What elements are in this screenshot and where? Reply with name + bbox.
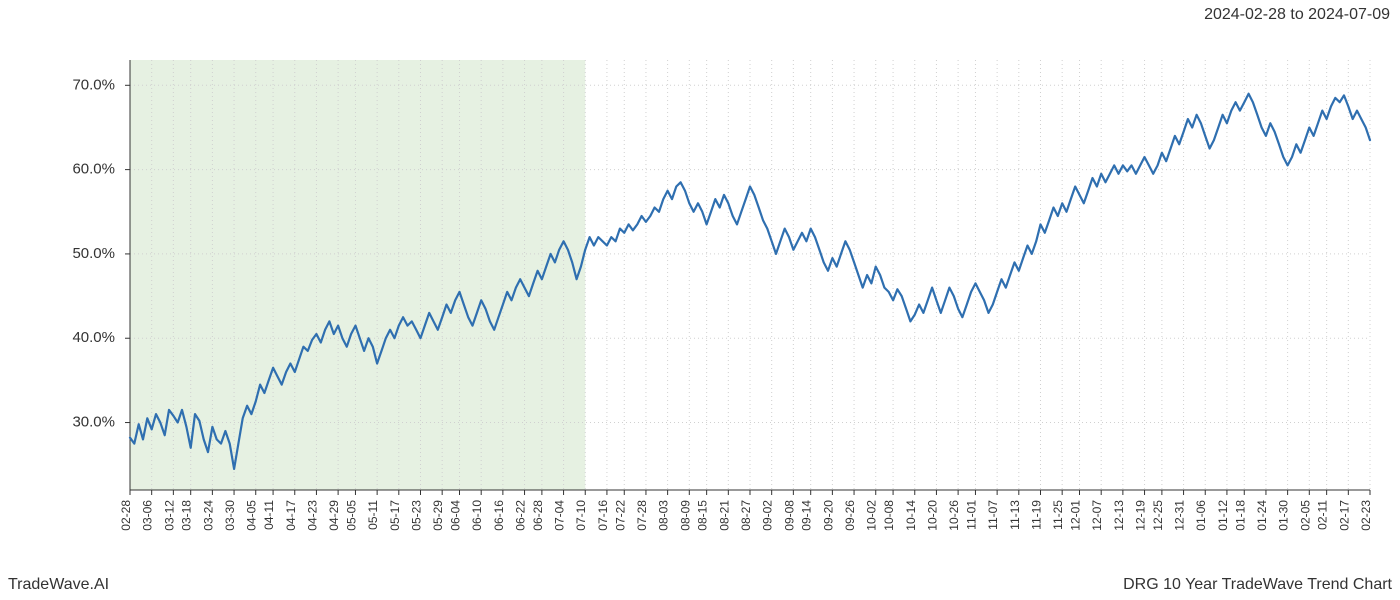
- x-tick-label: 03-30: [223, 500, 237, 531]
- x-tick-label: 06-16: [492, 500, 506, 531]
- branding-label: TradeWave.AI: [8, 576, 109, 594]
- x-tick-label: 03-18: [180, 500, 194, 531]
- x-tick-label: 12-13: [1112, 500, 1126, 531]
- x-tick-label: 05-05: [344, 500, 358, 531]
- x-tick-label: 01-24: [1255, 500, 1269, 531]
- y-tick-label: 50.0%: [72, 245, 115, 262]
- x-tick-label: 11-07: [986, 500, 1000, 530]
- x-tick-label: 01-06: [1194, 500, 1208, 531]
- x-tick-label: 01-18: [1233, 500, 1247, 531]
- x-tick-label: 03-24: [201, 500, 215, 531]
- x-tick-label: 03-06: [141, 500, 155, 531]
- x-tick-label: 06-10: [470, 500, 484, 531]
- date-range: 2024-02-28 to 2024-07-09: [1204, 6, 1390, 24]
- x-tick-label: 08-15: [696, 500, 710, 531]
- x-tick-label: 02-17: [1337, 500, 1351, 531]
- x-tick-label: 04-29: [327, 500, 341, 531]
- x-tick-label: 04-11: [262, 500, 276, 530]
- x-tick-label: 11-25: [1051, 500, 1065, 530]
- x-tick-label: 01-30: [1277, 500, 1291, 531]
- x-tick-label: 10-08: [882, 500, 896, 531]
- chart-title: DRG 10 Year TradeWave Trend Chart: [1123, 576, 1392, 594]
- x-tick-label: 08-21: [717, 500, 731, 531]
- y-tick-label: 40.0%: [72, 329, 115, 346]
- x-tick-label: 05-17: [388, 500, 402, 531]
- x-tick-label: 11-13: [1008, 500, 1022, 530]
- x-tick-label: 05-29: [431, 500, 445, 531]
- x-tick-label: 04-05: [245, 500, 259, 531]
- x-tick-label: 05-11: [366, 500, 380, 530]
- x-tick-label: 02-05: [1298, 500, 1312, 531]
- x-tick-label: 09-14: [800, 500, 814, 531]
- x-tick-label: 07-16: [596, 500, 610, 531]
- x-tick-label: 04-17: [284, 500, 298, 531]
- x-tick-label: 07-28: [635, 500, 649, 531]
- x-tick-label: 12-07: [1090, 500, 1104, 531]
- x-tick-label: 06-22: [514, 500, 528, 531]
- y-tick-label: 70.0%: [72, 76, 115, 93]
- x-tick-label: 06-28: [531, 500, 545, 531]
- x-tick-label: 01-12: [1216, 500, 1230, 531]
- line-chart: 30.0% 40.0% 50.0% 60.0% 70.0% 02-28 03-06 03-12…: [0, 30, 1400, 570]
- x-tick-label: 07-04: [553, 500, 567, 531]
- x-tick-label: 09-02: [761, 500, 775, 531]
- x-tick-label: 09-08: [782, 500, 796, 531]
- x-tick-label: 12-31: [1173, 500, 1187, 531]
- y-tick-label: 30.0%: [72, 414, 115, 431]
- x-tick-label: 07-22: [613, 500, 627, 531]
- x-tick-label: 10-02: [865, 500, 879, 531]
- x-tick-label: 10-20: [925, 500, 939, 531]
- x-tick-label: 10-14: [904, 500, 918, 531]
- x-tick-label: 05-23: [409, 500, 423, 531]
- x-tick-label: 04-23: [305, 500, 319, 531]
- x-tick-label: 11-19: [1029, 500, 1043, 530]
- x-tick-label: 08-03: [657, 500, 671, 531]
- x-tick-label: 12-25: [1151, 500, 1165, 531]
- x-tick-label: 02-28: [119, 500, 133, 531]
- x-tick-label: 12-01: [1069, 500, 1083, 531]
- x-tick-label: 09-20: [821, 500, 835, 531]
- highlight-band: [130, 60, 585, 490]
- chart-container: 30.0% 40.0% 50.0% 60.0% 70.0% 02-28 03-06 03-12…: [0, 30, 1400, 570]
- x-tick-label: 11-01: [964, 500, 978, 530]
- x-tick-label: 06-04: [449, 500, 463, 531]
- x-tick-label: 09-26: [843, 500, 857, 531]
- x-tick-label: 02-23: [1359, 500, 1373, 531]
- x-tick-label: 08-09: [678, 500, 692, 531]
- x-tick-label: 07-10: [574, 500, 588, 531]
- x-tick-label: 10-26: [947, 500, 961, 531]
- x-tick-label: 08-27: [739, 500, 753, 531]
- y-tick-label: 60.0%: [72, 161, 115, 178]
- x-tick-label: 03-12: [162, 500, 176, 531]
- x-tick-label: 02-11: [1316, 500, 1330, 530]
- x-tick-label: 12-19: [1134, 500, 1148, 531]
